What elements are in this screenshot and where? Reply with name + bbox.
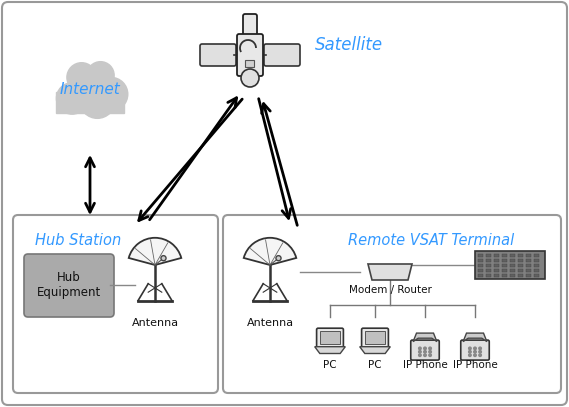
Circle shape <box>429 354 431 357</box>
FancyBboxPatch shape <box>486 254 491 257</box>
Text: PC: PC <box>368 360 382 370</box>
Circle shape <box>419 354 421 357</box>
FancyBboxPatch shape <box>534 264 539 267</box>
Circle shape <box>424 347 426 350</box>
Circle shape <box>474 354 476 357</box>
FancyBboxPatch shape <box>502 264 507 267</box>
Polygon shape <box>463 333 487 341</box>
Wedge shape <box>129 238 182 265</box>
FancyBboxPatch shape <box>518 269 523 272</box>
FancyBboxPatch shape <box>243 14 257 38</box>
FancyBboxPatch shape <box>264 44 300 66</box>
FancyBboxPatch shape <box>478 254 483 257</box>
Circle shape <box>474 350 476 353</box>
Text: Hub
Equipment: Hub Equipment <box>37 271 101 299</box>
Circle shape <box>424 350 426 353</box>
FancyBboxPatch shape <box>316 328 344 348</box>
Polygon shape <box>368 264 412 280</box>
Polygon shape <box>413 333 437 341</box>
FancyBboxPatch shape <box>200 44 236 66</box>
FancyBboxPatch shape <box>245 59 254 66</box>
FancyBboxPatch shape <box>510 254 515 257</box>
Circle shape <box>94 77 128 111</box>
FancyBboxPatch shape <box>411 340 439 360</box>
FancyBboxPatch shape <box>510 274 515 277</box>
FancyBboxPatch shape <box>526 254 531 257</box>
FancyBboxPatch shape <box>362 328 389 348</box>
FancyBboxPatch shape <box>223 215 561 393</box>
FancyBboxPatch shape <box>534 259 539 262</box>
FancyBboxPatch shape <box>510 264 515 267</box>
Wedge shape <box>244 238 296 265</box>
FancyBboxPatch shape <box>494 259 499 262</box>
FancyBboxPatch shape <box>518 254 523 257</box>
Text: IP Phone: IP Phone <box>452 360 497 370</box>
Circle shape <box>479 354 481 357</box>
FancyBboxPatch shape <box>320 331 340 344</box>
FancyBboxPatch shape <box>237 34 263 76</box>
FancyBboxPatch shape <box>478 259 483 262</box>
FancyBboxPatch shape <box>534 274 539 277</box>
FancyBboxPatch shape <box>518 264 523 267</box>
Circle shape <box>161 256 166 261</box>
Circle shape <box>67 63 96 92</box>
FancyBboxPatch shape <box>486 274 491 277</box>
Text: Hub Station: Hub Station <box>35 233 121 248</box>
Text: Remote VSAT Terminal: Remote VSAT Terminal <box>348 233 514 248</box>
FancyBboxPatch shape <box>526 269 531 272</box>
Bar <box>56 92 123 113</box>
Circle shape <box>419 350 421 353</box>
Circle shape <box>479 350 481 353</box>
Circle shape <box>469 354 471 357</box>
FancyBboxPatch shape <box>486 264 491 267</box>
Circle shape <box>69 69 111 111</box>
Text: Antenna: Antenna <box>131 318 179 328</box>
Circle shape <box>276 256 281 261</box>
Circle shape <box>241 69 259 87</box>
FancyBboxPatch shape <box>526 259 531 262</box>
FancyBboxPatch shape <box>475 251 545 279</box>
FancyBboxPatch shape <box>486 259 491 262</box>
FancyBboxPatch shape <box>486 269 491 272</box>
Circle shape <box>87 61 114 89</box>
FancyBboxPatch shape <box>510 269 515 272</box>
Text: Internet: Internet <box>60 83 121 98</box>
Polygon shape <box>315 347 345 354</box>
FancyBboxPatch shape <box>502 254 507 257</box>
Circle shape <box>429 347 431 350</box>
Circle shape <box>469 347 471 350</box>
Circle shape <box>424 354 426 357</box>
Polygon shape <box>360 347 390 354</box>
Circle shape <box>479 347 481 350</box>
Text: IP Phone: IP Phone <box>403 360 447 370</box>
FancyBboxPatch shape <box>518 274 523 277</box>
FancyBboxPatch shape <box>24 254 114 317</box>
FancyBboxPatch shape <box>526 264 531 267</box>
FancyBboxPatch shape <box>510 259 515 262</box>
Text: PC: PC <box>323 360 337 370</box>
Circle shape <box>429 350 431 353</box>
FancyBboxPatch shape <box>461 340 489 360</box>
FancyBboxPatch shape <box>494 254 499 257</box>
FancyBboxPatch shape <box>478 264 483 267</box>
Circle shape <box>80 83 115 118</box>
Circle shape <box>56 83 88 114</box>
FancyBboxPatch shape <box>494 269 499 272</box>
FancyBboxPatch shape <box>478 269 483 272</box>
FancyBboxPatch shape <box>502 269 507 272</box>
FancyBboxPatch shape <box>365 331 385 344</box>
FancyBboxPatch shape <box>534 269 539 272</box>
FancyBboxPatch shape <box>502 274 507 277</box>
FancyBboxPatch shape <box>13 215 218 393</box>
Text: Antenna: Antenna <box>246 318 294 328</box>
Circle shape <box>474 347 476 350</box>
FancyBboxPatch shape <box>534 254 539 257</box>
Circle shape <box>469 350 471 353</box>
Text: Modem / Router: Modem / Router <box>349 285 431 295</box>
Text: Satellite: Satellite <box>315 36 383 54</box>
FancyBboxPatch shape <box>526 274 531 277</box>
FancyBboxPatch shape <box>502 259 507 262</box>
FancyBboxPatch shape <box>494 274 499 277</box>
FancyBboxPatch shape <box>494 264 499 267</box>
